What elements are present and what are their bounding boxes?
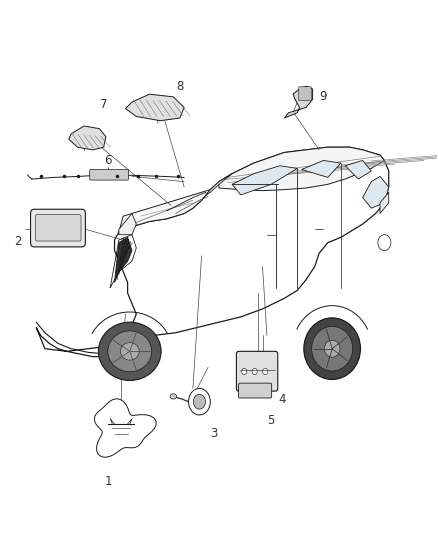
Circle shape [252, 368, 257, 375]
Circle shape [188, 389, 210, 415]
Polygon shape [94, 399, 156, 457]
FancyBboxPatch shape [35, 215, 81, 241]
Polygon shape [284, 86, 313, 118]
Ellipse shape [304, 318, 360, 379]
Text: 4: 4 [279, 393, 286, 406]
FancyBboxPatch shape [299, 87, 311, 101]
FancyBboxPatch shape [90, 169, 128, 180]
Ellipse shape [108, 331, 152, 372]
Ellipse shape [99, 322, 161, 381]
Text: 9: 9 [320, 90, 327, 103]
Text: 6: 6 [104, 154, 112, 167]
Polygon shape [345, 160, 371, 179]
FancyBboxPatch shape [239, 383, 272, 398]
Polygon shape [219, 147, 385, 191]
Polygon shape [302, 160, 341, 177]
Circle shape [378, 235, 391, 251]
Polygon shape [36, 147, 389, 357]
Text: 3: 3 [210, 427, 217, 440]
Polygon shape [380, 192, 389, 214]
Circle shape [242, 368, 247, 375]
Polygon shape [119, 190, 210, 232]
Circle shape [262, 368, 268, 375]
Text: 1: 1 [104, 475, 112, 488]
Text: 2: 2 [14, 235, 21, 247]
FancyBboxPatch shape [31, 209, 85, 247]
FancyBboxPatch shape [237, 351, 278, 391]
Circle shape [193, 394, 205, 409]
Text: 7: 7 [100, 98, 107, 111]
Polygon shape [363, 176, 389, 208]
Text: 5: 5 [267, 414, 274, 427]
Ellipse shape [170, 394, 177, 399]
Polygon shape [232, 166, 297, 195]
Text: 8: 8 [176, 80, 184, 93]
Ellipse shape [325, 340, 340, 357]
Ellipse shape [120, 343, 139, 360]
Polygon shape [206, 174, 232, 195]
Polygon shape [119, 214, 136, 235]
Polygon shape [125, 94, 184, 120]
Polygon shape [69, 126, 106, 150]
Ellipse shape [312, 326, 353, 371]
Polygon shape [115, 237, 132, 282]
